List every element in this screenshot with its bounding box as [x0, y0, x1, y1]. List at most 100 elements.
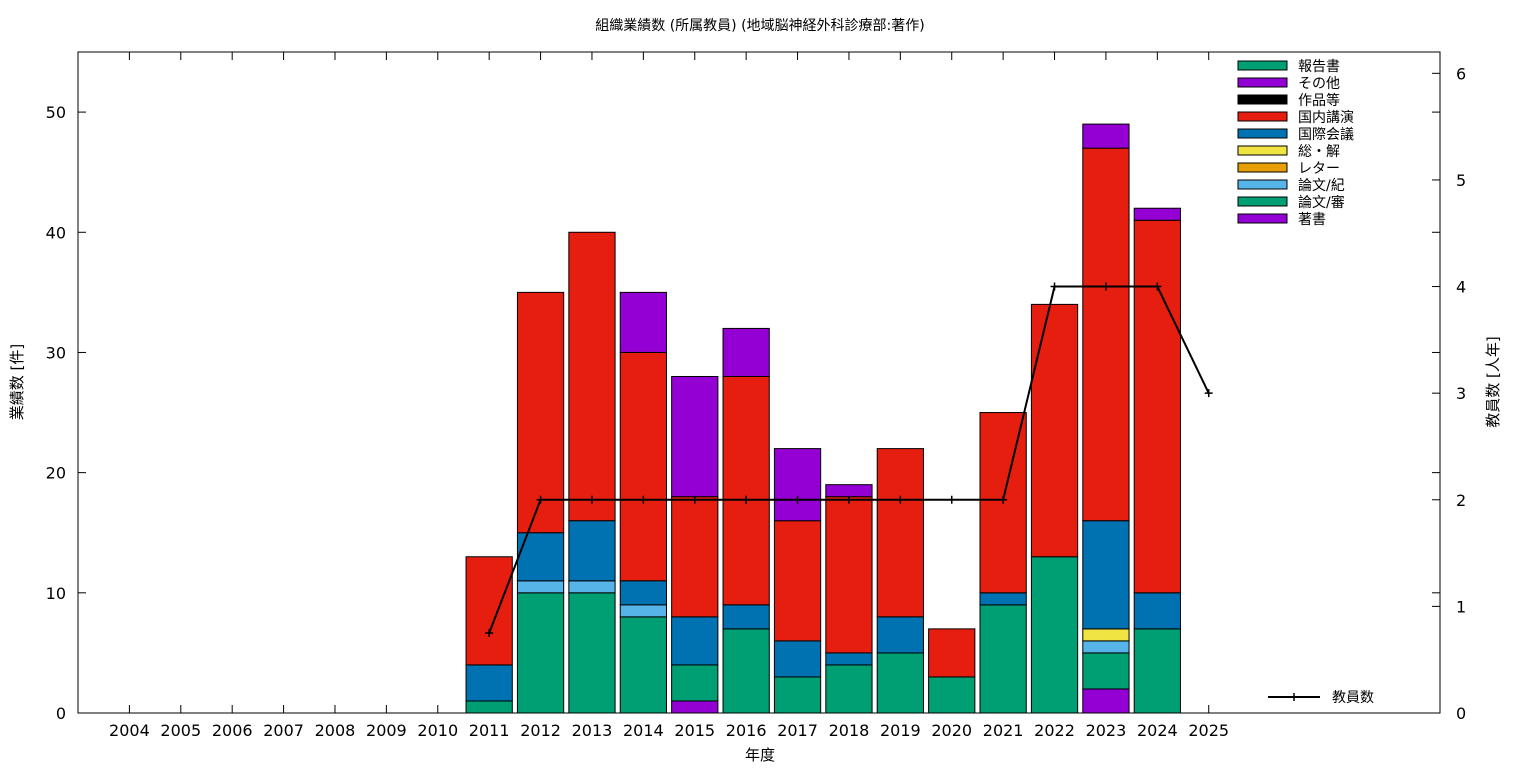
bar-segment: [1133, 628, 1181, 714]
bar-segment: [722, 375, 770, 606]
bar-segment: [568, 520, 616, 582]
legend-label: 作品等: [1298, 92, 1340, 109]
bar-segment: [1030, 556, 1079, 714]
line-point: [587, 495, 596, 504]
bar-segment: [671, 496, 719, 618]
bar-segment: [876, 616, 924, 654]
bar-segment: [1082, 652, 1130, 690]
x-tick-label: 2013: [572, 721, 613, 740]
bar-segment: [619, 351, 667, 582]
bar-segment: [825, 496, 873, 654]
line-point: [896, 495, 905, 504]
legend-label: その他: [1298, 76, 1340, 92]
bar-segment: [1082, 147, 1130, 522]
y-tick-label: 40: [46, 223, 66, 242]
line-point: [742, 495, 751, 504]
x-tick-label: 2018: [829, 721, 870, 740]
x-tick-label: 2025: [1188, 721, 1229, 740]
bar-segment: [568, 231, 616, 522]
bar-segment: [1133, 592, 1181, 630]
bar-segment: [928, 628, 976, 678]
legend-label: 著書: [1298, 212, 1326, 228]
bar-segment: [1082, 123, 1130, 149]
y2-tick-label: 2: [1456, 491, 1466, 510]
y-tick-label: 20: [46, 464, 66, 483]
legend-label: 論文/紀: [1298, 178, 1345, 194]
line-point: [485, 629, 494, 638]
x-tick-label: 2014: [623, 721, 664, 740]
x-tick-label: 2015: [674, 721, 715, 740]
legend-swatch: [1237, 128, 1288, 139]
x-tick-label: 2005: [160, 721, 201, 740]
bar-segment: [1133, 207, 1181, 221]
x-tick-label: 2008: [315, 721, 356, 740]
legend-label: 論文/審: [1298, 195, 1345, 211]
x-tick-label: 2020: [931, 721, 972, 740]
bar-segment: [773, 640, 822, 678]
bar-segment: [722, 628, 770, 714]
x-tick-label: 2019: [880, 721, 921, 740]
x-tick-label: 2022: [1034, 721, 1075, 740]
bar-segment: [671, 664, 719, 702]
line-point: [690, 495, 699, 504]
legend-line-label: 教員数: [1332, 690, 1374, 706]
y-axis-label: 業績数 [件]: [8, 344, 26, 420]
line-point: [999, 495, 1008, 504]
bar-segment: [671, 700, 719, 714]
chart-title: 組織業績数 (所属教員) (地域脳神経外科診療部:著作): [595, 17, 924, 34]
bar-segment: [979, 604, 1027, 714]
x-tick-label: 2011: [469, 721, 510, 740]
bar-segment: [619, 291, 667, 353]
bar-segment: [568, 592, 616, 714]
bar-segment: [619, 580, 667, 606]
y2-tick-label: 6: [1456, 64, 1466, 83]
bar-segment: [1082, 640, 1130, 654]
bar-segment: [773, 448, 822, 522]
bar-segment: [516, 291, 565, 534]
x-tick-label: 2016: [726, 721, 767, 740]
legend-swatch: [1237, 196, 1288, 207]
x-tick-label: 2010: [417, 721, 458, 740]
line-point: [1153, 282, 1162, 291]
bar-segment: [773, 520, 822, 642]
plot-area: 0 10 20 30 40 50 0 1 2 3 4 5 6 2004 2005 2006 2007 2008 20…: [46, 51, 1466, 740]
bar-segment: [876, 448, 924, 618]
line-point: [844, 495, 853, 504]
bar-segment: [773, 676, 822, 714]
legend-swatch: [1237, 213, 1288, 224]
bar-segment: [1082, 520, 1130, 630]
bar-segment: [722, 327, 770, 377]
legend-swatch: [1237, 60, 1288, 71]
bar-segment: [1133, 219, 1181, 594]
bar-segment: [619, 604, 667, 618]
y-tick-label: 10: [46, 584, 66, 603]
bar-segment: [671, 616, 719, 666]
y-tick-label: 50: [46, 103, 66, 122]
bar-segment: [979, 592, 1027, 606]
line-point: [1204, 389, 1213, 398]
legend-label: 報告書: [1298, 59, 1340, 75]
legend-swatch: [1237, 111, 1288, 122]
bar-segment: [516, 580, 565, 594]
bar-segment: [568, 580, 616, 594]
y2-tick-label: 5: [1456, 171, 1466, 190]
legend-label: 総・解: [1298, 144, 1340, 160]
legend-label: 国際会議: [1298, 126, 1354, 143]
bar-segment: [722, 604, 770, 630]
y2-tick-label: 3: [1456, 384, 1466, 403]
y-tick-label: 0: [56, 704, 66, 723]
bar-segment: [465, 664, 513, 702]
x-tick-label: 2024: [1137, 721, 1178, 740]
bar-segment: [825, 484, 873, 498]
x-tick-label: 2007: [263, 721, 304, 740]
x-tick-label: 2012: [520, 721, 561, 740]
legend-label: レター: [1298, 161, 1340, 177]
legend-swatch: [1237, 145, 1288, 156]
bar-segment: [516, 592, 565, 714]
x-axis-label: 年度: [745, 746, 775, 764]
bar-segment: [825, 652, 873, 666]
x-tick-label: 2021: [983, 721, 1024, 740]
legend-label: 国内講演: [1298, 110, 1354, 126]
line-point: [536, 495, 545, 504]
